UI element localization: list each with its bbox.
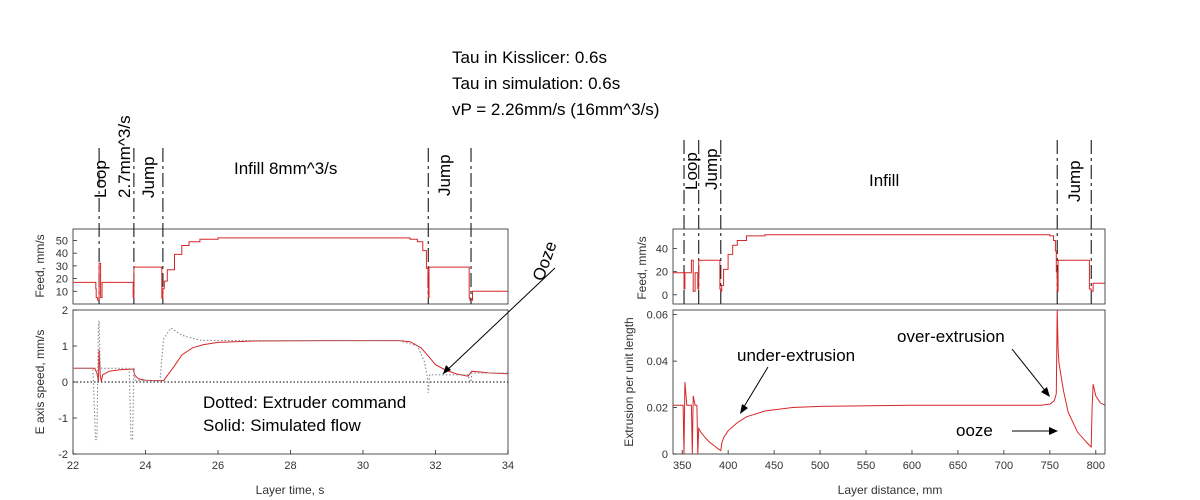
right-top-ylabel: Feed, mm/s xyxy=(635,236,649,299)
y-tick-label: 50 xyxy=(56,235,68,247)
feed-series-line xyxy=(673,234,1105,292)
left-chart: Loop 2.7mm^3/s Jump Infill 8mm^3/s Jump … xyxy=(33,115,561,497)
y-tick-label: 0.04 xyxy=(647,356,668,368)
y-tick-label: 10 xyxy=(56,286,68,298)
right-phase-label-jump-2: Jump xyxy=(1065,160,1084,202)
right-over-extrusion-label: over-extrusion xyxy=(897,327,1005,346)
right-bottom-series xyxy=(673,309,1106,455)
right-phase-label-jump-1: Jump xyxy=(702,148,721,190)
left-phase-label-rate: 2.7mm^3/s xyxy=(115,115,134,198)
right-top-axes xyxy=(672,228,1106,305)
right-top-series xyxy=(673,234,1105,292)
right-under-extrusion-arrow-line xyxy=(741,366,769,411)
left-legend-solid: Solid: Simulated flow xyxy=(203,416,362,435)
right-bottom-axes xyxy=(672,309,1106,455)
left-bottom-yticks: -2 -1 0 1 2 xyxy=(58,305,77,461)
left-phase-label-infill: Infill 8mm^3/s xyxy=(234,159,337,178)
feed-series-line xyxy=(73,237,508,301)
left-xticks: 22 24 26 28 30 32 34 xyxy=(67,450,514,472)
x-tick-label: 600 xyxy=(903,460,921,472)
y-tick-label: 0.02 xyxy=(647,403,668,415)
x-tick-label: 24 xyxy=(139,460,151,472)
left-xlabel: Layer time, s xyxy=(256,483,325,497)
x-tick-label: 450 xyxy=(765,460,783,472)
y-tick-label: 40 xyxy=(56,248,68,260)
y-tick-label: 40 xyxy=(656,244,668,256)
header-line-3: vP = 2.26mm/s (16mm^3/s) xyxy=(452,100,659,119)
x-tick-label: 30 xyxy=(357,460,369,472)
right-ooze-label: ooze xyxy=(956,421,993,440)
left-top-ylabel: Feed, mm/s xyxy=(33,234,47,297)
right-bottom-ylabel: Extrusion per unit length xyxy=(622,317,636,446)
x-tick-label: 28 xyxy=(284,460,296,472)
right-xlabel: Layer distance, mm xyxy=(838,483,943,497)
simulated-flow-line xyxy=(673,309,1106,455)
x-tick-label: 700 xyxy=(995,460,1013,472)
y-tick-label: 1 xyxy=(62,341,68,353)
right-chart: Loop Jump Infill Jump 0 20 40 0 0.02 0.04 0.0… xyxy=(622,140,1106,497)
y-tick-label: 0.06 xyxy=(647,310,668,322)
right-bottom-yticks: 0 0.02 0.04 0.06 xyxy=(647,310,677,461)
y-tick-label: 0 xyxy=(662,449,668,461)
right-under-extrusion-label: under-extrusion xyxy=(737,346,855,365)
left-phase-label-jump-2: Jump xyxy=(435,154,454,196)
left-bottom-ylabel: E axis speed, mm/s xyxy=(33,330,47,435)
header-line-2: Tau in simulation: 0.6s xyxy=(452,74,620,93)
left-ooze-arrow-line xyxy=(442,267,556,375)
left-top-series xyxy=(73,237,508,301)
x-tick-label: 400 xyxy=(719,460,737,472)
left-ooze-label: Ooze xyxy=(529,239,561,284)
x-tick-label: 26 xyxy=(212,460,224,472)
x-tick-label: 32 xyxy=(429,460,441,472)
left-ooze-arrowhead xyxy=(443,365,451,374)
y-tick-label: 2 xyxy=(62,305,68,317)
y-tick-label: -1 xyxy=(58,413,68,425)
right-ooze-arrowhead xyxy=(1049,427,1058,435)
x-tick-label: 650 xyxy=(949,460,967,472)
right-phase-label-loop: Loop xyxy=(682,152,701,190)
extruder-command-line xyxy=(73,320,508,441)
right-over-extrusion-arrowhead xyxy=(1041,387,1050,397)
x-tick-label: 34 xyxy=(502,460,514,472)
header-line-1: Tau in Kisslicer: 0.6s xyxy=(452,48,607,67)
y-tick-label: 0 xyxy=(662,290,668,302)
right-xticks: 350 400 450 500 550 600 650 700 750 800 xyxy=(673,450,1105,472)
left-top-axes xyxy=(72,228,509,305)
x-tick-label: 350 xyxy=(673,460,691,472)
x-tick-label: 22 xyxy=(67,460,79,472)
left-phase-label-jump-1: Jump xyxy=(139,156,158,198)
right-phase-dividers xyxy=(683,140,1092,304)
x-tick-label: 550 xyxy=(857,460,875,472)
left-phase-label-loop: Loop xyxy=(91,160,110,198)
y-tick-label: -2 xyxy=(58,449,68,461)
right-phase-label-infill: Infill xyxy=(869,171,899,190)
y-tick-label: 0 xyxy=(62,377,68,389)
left-legend-dotted: Dotted: Extruder command xyxy=(203,393,406,412)
y-tick-label: 20 xyxy=(56,274,68,286)
y-tick-label: 20 xyxy=(656,267,668,279)
y-tick-label: 30 xyxy=(56,261,68,273)
right-over-extrusion-arrow-line xyxy=(1011,348,1048,394)
x-tick-label: 500 xyxy=(811,460,829,472)
x-tick-label: 750 xyxy=(1041,460,1059,472)
right-top-yticks: 0 20 40 xyxy=(656,244,677,302)
x-tick-label: 800 xyxy=(1087,460,1105,472)
right-under-extrusion-arrowhead xyxy=(740,404,748,414)
